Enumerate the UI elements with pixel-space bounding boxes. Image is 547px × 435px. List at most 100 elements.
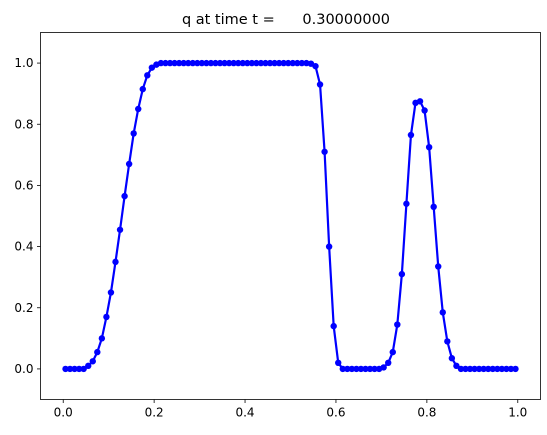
axes-frame: [40, 32, 541, 400]
data-point: [62, 365, 69, 373]
data-point: [130, 130, 137, 137]
data-point: [366, 365, 374, 373]
data-point: [471, 365, 478, 373]
data-point: [403, 200, 410, 207]
x-axis: 0.0 0.2 0.4 0.6 0.8 1.0: [54, 399, 527, 420]
data-point: [166, 59, 174, 67]
data-point: [289, 59, 296, 67]
data-point: [335, 359, 342, 366]
data-point: [185, 59, 192, 67]
data-point: [362, 365, 369, 373]
x-tick-label: 1.0: [508, 406, 527, 420]
data-point: [157, 59, 165, 67]
data-point: [80, 365, 87, 373]
data-point: [85, 362, 92, 370]
data-point: [385, 359, 392, 366]
data-point: [121, 192, 128, 200]
data-point: [394, 321, 401, 328]
data-point: [448, 355, 456, 362]
data-point: [225, 59, 233, 67]
data-point: [253, 59, 260, 67]
data-point: [494, 365, 501, 373]
data-point: [103, 313, 110, 321]
data-point: [235, 59, 242, 67]
data-point: [325, 243, 333, 250]
data-point: [294, 59, 301, 67]
data-point: [94, 348, 101, 356]
data-point: [175, 59, 183, 67]
data-point: [285, 59, 292, 67]
data-point: [239, 59, 246, 67]
data-point: [207, 59, 215, 67]
data-point: [389, 348, 396, 356]
data-point: [507, 365, 515, 373]
data-point: [312, 62, 319, 70]
data-point: [435, 263, 442, 270]
data-point: [139, 85, 146, 93]
data-point: [203, 59, 210, 67]
data-point: [316, 81, 324, 88]
data-point: [344, 365, 351, 373]
data-point: [444, 338, 451, 345]
data-point: [353, 365, 360, 373]
data-point: [257, 59, 265, 67]
data-point: [330, 322, 337, 330]
data-point: [503, 365, 510, 373]
data-point: [198, 59, 206, 67]
data-point: [298, 59, 306, 67]
data-point: [462, 365, 469, 373]
data-point: [321, 148, 328, 155]
data-point: [475, 365, 483, 373]
data-point: [275, 59, 283, 67]
data-point: [407, 131, 415, 139]
plot-area: [62, 59, 519, 373]
data-point: [380, 364, 387, 371]
y-tick-label: 0.4: [14, 240, 33, 254]
data-point: [421, 107, 428, 114]
x-tick-label: 0.4: [235, 406, 254, 420]
data-point: [75, 365, 83, 373]
data-point: [212, 59, 219, 67]
data-point: [398, 270, 406, 278]
data-point: [171, 59, 178, 67]
data-point: [262, 59, 269, 67]
data-point: [189, 59, 196, 67]
data-point: [135, 105, 142, 113]
data-point: [230, 59, 237, 67]
data-point: [116, 226, 124, 233]
data-point: [98, 335, 106, 342]
data-point: [112, 258, 119, 266]
data-point: [371, 365, 378, 373]
data-point: [221, 59, 228, 67]
data-point: [71, 365, 78, 373]
data-point: [425, 143, 433, 151]
data-point: [271, 59, 278, 67]
data-point: [466, 365, 474, 373]
data-point: [266, 59, 274, 67]
data-point: [194, 59, 201, 67]
data-point: [485, 365, 492, 373]
y-tick-label: 0.0: [14, 362, 33, 376]
data-point: [162, 59, 169, 67]
data-point: [339, 365, 346, 373]
data-point: [430, 203, 437, 211]
data-point: [416, 98, 424, 105]
data-point: [180, 59, 187, 67]
data-point: [144, 72, 151, 79]
data-point: [489, 365, 496, 373]
data-point: [125, 160, 133, 168]
data-point: [244, 59, 251, 67]
chart-title: q at time t = 0.30000000: [182, 12, 390, 28]
data-point: [148, 64, 156, 71]
data-point: [348, 365, 356, 373]
data-point: [248, 59, 256, 67]
data-point: [439, 309, 446, 316]
y-tick-label: 0.8: [14, 117, 33, 131]
x-tick-label: 0.0: [54, 406, 73, 420]
data-point: [498, 365, 506, 373]
data-point: [512, 365, 519, 373]
data-point: [216, 59, 224, 67]
data-point: [357, 365, 365, 373]
x-tick-label: 0.6: [326, 406, 345, 420]
